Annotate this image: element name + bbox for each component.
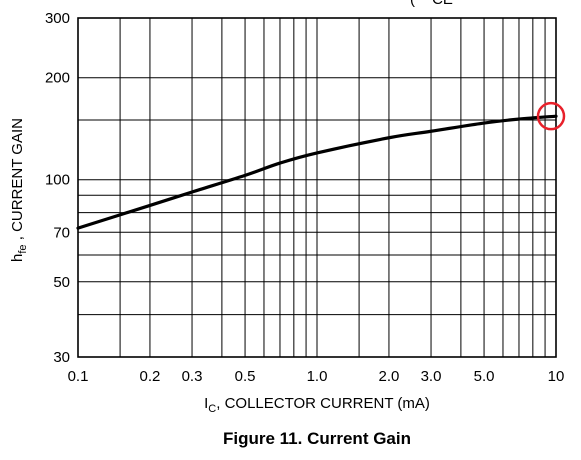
x-axis-label: IC, COLLECTOR CURRENT (mA) (204, 395, 430, 415)
x-tick-label: 0.1 (68, 368, 89, 385)
y-tick-label: 30 (53, 349, 70, 366)
x-tick-label: 10 (548, 368, 565, 385)
y-tick-labels: 30 50 70 100 200 300 (45, 10, 70, 366)
y-tick-label: 70 (53, 224, 70, 241)
figure-caption: Figure 11. Current Gain (223, 429, 411, 448)
top-partial-text-group: ( − CE (410, 0, 453, 8)
x-tick-label: 2.0 (379, 368, 400, 385)
y-tick-label: 300 (45, 10, 70, 27)
x-tick-label: 5.0 (474, 368, 495, 385)
y-tick-label: 100 (45, 172, 70, 189)
current-gain-curve (76, 114, 558, 230)
plot-frame (77, 17, 557, 358)
x-tick-label: 0.5 (235, 368, 256, 385)
y-tick-label: 200 (45, 70, 70, 87)
x-tick-label: 0.2 (140, 368, 161, 385)
grid-lines (77, 17, 557, 358)
y-axis-label: hfe , CURRENT GAIN (9, 118, 29, 262)
x-tick-label: 0.3 (182, 368, 203, 385)
x-tick-label: 3.0 (421, 368, 442, 385)
x-tick-label: 1.0 (307, 368, 328, 385)
highlight-circle-annotation (536, 101, 566, 131)
y-tick-label: 50 (53, 274, 70, 291)
x-tick-labels: 0.1 0.2 0.3 0.5 1.0 2.0 3.0 5.0 10 (68, 368, 565, 385)
top-partial-text: ( − CE (410, 0, 453, 8)
